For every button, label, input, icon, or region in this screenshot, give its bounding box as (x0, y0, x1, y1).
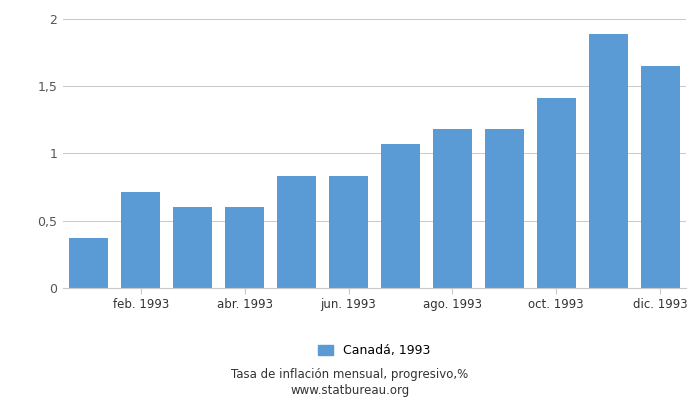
Bar (329, 176, 368, 288)
Bar (381, 144, 420, 288)
Bar (277, 176, 316, 288)
Text: www.statbureau.org: www.statbureau.org (290, 384, 410, 397)
Bar (589, 34, 628, 288)
Bar (69, 238, 108, 288)
Bar (433, 129, 472, 288)
Bar (485, 129, 524, 288)
Bar (225, 207, 264, 288)
Legend: Canadá, 1993: Canadá, 1993 (318, 344, 430, 357)
Bar (121, 192, 160, 288)
Bar (640, 66, 680, 288)
Text: Tasa de inflación mensual, progresivo,%: Tasa de inflación mensual, progresivo,% (232, 368, 468, 381)
Bar (174, 207, 212, 288)
Bar (537, 98, 575, 288)
